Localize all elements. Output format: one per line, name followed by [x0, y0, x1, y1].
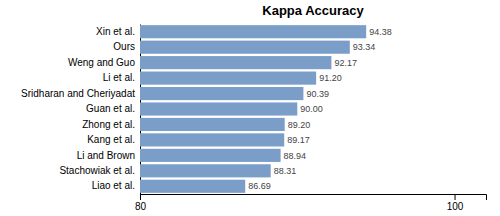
- data-label: 89.17: [287, 135, 310, 145]
- y-tick-label: Li and Brown: [77, 150, 135, 161]
- data-label: 89.20: [288, 120, 311, 130]
- y-tick-label: Kang et al.: [87, 134, 135, 145]
- bar: [140, 87, 303, 100]
- data-label: 91.20: [319, 73, 342, 83]
- y-tick-label: Ours: [113, 41, 135, 52]
- bar: [140, 118, 285, 131]
- y-axis: Liao et al. Stachowiak et al. Li and Brown…: [21, 25, 140, 195]
- x-tick: 100: [447, 194, 464, 212]
- chart: 80 100 Liao et al. Stachowiak et al. Li and …: [0, 0, 500, 216]
- y-tick-label: Zhong et al.: [82, 119, 135, 130]
- plot: 80 100 Liao et al. Stachowiak et al. Li and …: [21, 25, 486, 213]
- data-label: 92.17: [334, 58, 357, 68]
- x-tick-mark: [455, 194, 456, 200]
- bars: [140, 25, 366, 193]
- data-label: 86.69: [248, 181, 271, 191]
- title: Kappa Accuracy: [262, 3, 364, 18]
- y-tick: Xin et al.: [96, 26, 135, 37]
- x-axis-line: [141, 195, 487, 201]
- y-tick-label: Weng and Guo: [68, 57, 136, 68]
- bar: [140, 164, 271, 177]
- bar: [140, 133, 284, 146]
- y-tick: Weng and Guo: [68, 57, 136, 68]
- y-tick: Guan et al.: [86, 103, 135, 114]
- y-tick: Sridharan and Cheriyadat: [21, 88, 135, 99]
- y-tick: Ours: [113, 41, 135, 52]
- y-tick-label: Liao et al.: [92, 180, 135, 191]
- y-tick: Liao et al.: [92, 180, 135, 191]
- y-tick-label: Xin et al.: [96, 26, 135, 37]
- bar: [140, 56, 331, 69]
- y-tick: Zhong et al.: [82, 119, 135, 130]
- x-tick-label: 100: [447, 201, 464, 212]
- x-tick-label: 80: [135, 201, 147, 212]
- x-axis: 80 100: [135, 194, 487, 212]
- y-tick: Kang et al.: [87, 134, 135, 145]
- data-label: 93.34: [353, 42, 376, 52]
- bar: [140, 149, 281, 162]
- y-tick-label: Li et al.: [103, 72, 135, 83]
- y-tick-label: Guan et al.: [86, 103, 135, 114]
- data-label: 90.39: [306, 89, 329, 99]
- y-tick-label: Sridharan and Cheriyadat: [21, 88, 135, 99]
- bar: [140, 180, 245, 193]
- bar: [140, 102, 297, 115]
- x-tick: 80: [135, 194, 147, 212]
- bar: [140, 25, 366, 38]
- data-label: 88.31: [274, 166, 297, 176]
- data-label: 88.94: [284, 151, 307, 161]
- bar: [140, 72, 316, 85]
- x-tick-mark: [140, 194, 141, 200]
- data-label: 90.00: [300, 104, 323, 114]
- data-label: 94.38: [369, 27, 392, 37]
- data-labels: 86.6988.31 88.94 89.17 89.20 90.00 90.39 91.20…: [248, 27, 391, 192]
- y-tick: Li and Brown: [77, 150, 135, 161]
- y-tick-label: Stachowiak et al.: [59, 165, 135, 176]
- bar: [140, 41, 350, 54]
- y-tick: Stachowiak et al.: [59, 165, 135, 176]
- y-tick: Li et al.: [103, 72, 135, 83]
